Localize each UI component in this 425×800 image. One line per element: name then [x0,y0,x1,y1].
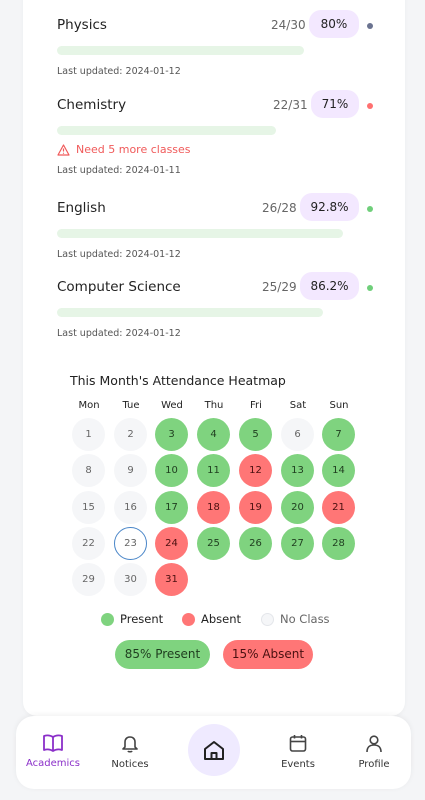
legend-present: Present [101,612,163,626]
attendance-percent-badge: 92.8% [300,193,359,221]
heatmap-day[interactable]: 16 [114,491,147,524]
status-dot [367,285,373,291]
heatmap-day[interactable]: 10 [155,454,188,487]
home-icon [204,740,224,760]
attendance-count: 25/29 [262,280,297,294]
subject-row[interactable]: Chemistry 22/31 71% Need 5 more classes Last… [57,90,373,176]
heatmap-day[interactable]: 14 [322,454,355,487]
weekday-label: Wed [161,400,183,411]
status-dot [367,23,373,29]
nav-profile-label: Profile [358,759,390,770]
attendance-count: 24/30 [271,18,306,32]
attendance-progress-bar [57,126,276,135]
nav-notices[interactable]: Notices [95,734,165,770]
heatmap-day[interactable]: 15 [72,491,105,524]
warning-triangle-icon [57,143,70,156]
attendance-percent-badge: 80% [309,10,359,38]
last-updated-text: Last updated: 2024-01-12 [57,249,181,260]
attendance-progress-bar [57,46,304,55]
attendance-count: 22/31 [273,98,308,112]
heatmap-day[interactable]: 28 [322,527,355,560]
heatmap-day[interactable]: 7 [322,418,355,451]
legend-present-dot [101,612,114,626]
heatmap-day-today[interactable]: 23 [114,527,147,560]
attendance-progress-bar [57,308,323,317]
legend-absent-label: Absent [201,612,242,626]
heatmap-day[interactable]: 2 [114,418,147,451]
legend-present-label: Present [120,612,164,626]
legend-absent: Absent [182,612,241,626]
subject-name: English [57,200,106,216]
subject-name: Chemistry [57,97,127,113]
subject-name: Physics [57,17,107,33]
heatmap-day[interactable]: 11 [197,454,230,487]
bell-icon [122,736,138,753]
nav-profile[interactable]: Profile [339,734,409,770]
weekday-label: Tue [122,400,140,411]
subject-row[interactable]: Physics 24/30 80% Last updated: 2024-01-12 [57,10,373,77]
warning-text: Need 5 more classes [76,143,191,156]
user-icon [366,735,382,753]
heatmap-day[interactable]: 31 [155,563,188,596]
heatmap-day[interactable]: 20 [281,491,314,524]
heatmap-day[interactable]: 5 [239,418,272,451]
attendance-count: 26/28 [262,201,297,215]
attendance-percent-badge: 86.2% [300,272,359,300]
attendance-percent-badge: 71% [311,90,359,118]
heatmap-day[interactable]: 3 [155,418,188,451]
heatmap-day[interactable]: 30 [114,563,147,596]
heatmap-day[interactable]: 9 [114,454,147,487]
calendar-icon [289,735,307,752]
heatmap-day[interactable]: 21 [322,491,355,524]
heatmap-day[interactable]: 1 [72,418,105,451]
heatmap-day[interactable]: 12 [239,454,272,487]
last-updated-text: Last updated: 2024-01-12 [57,328,181,339]
legend-no-class-label: No Class [280,612,330,626]
heatmap-day[interactable]: 4 [197,418,230,451]
heatmap-day[interactable]: 24 [155,527,188,560]
heatmap-day[interactable]: 17 [155,491,188,524]
nav-academics-label: Academics [25,758,81,769]
heatmap-day[interactable]: 25 [197,527,230,560]
warning-message: Need 5 more classes [57,143,191,156]
status-dot [367,206,373,212]
weekday-label: Sun [329,400,349,411]
weekday-label: Thu [204,400,224,411]
legend-no-class-dot [261,612,274,626]
heatmap-day[interactable]: 8 [72,454,105,487]
heatmap-day[interactable]: 6 [281,418,314,451]
heatmap-day[interactable]: 26 [239,527,272,560]
weekday-label: Sat [289,400,307,411]
weekday-label: Fri [250,400,262,411]
heatmap-day[interactable]: 18 [197,491,230,524]
attendance-card [23,0,405,716]
nav-events[interactable]: Events [263,734,333,770]
book-open-icon [43,734,63,752]
heatmap-day[interactable]: 13 [281,454,314,487]
subject-row[interactable]: Computer Science 25/29 86.2% Last updated: … [57,272,373,339]
last-updated-text: Last updated: 2024-01-11 [57,165,181,176]
nav-academics[interactable]: Academics [18,734,88,769]
absent-summary-badge: 15% Absent [223,640,313,669]
subject-name: Computer Science [57,279,181,295]
heatmap-day[interactable]: 22 [72,527,105,560]
heatmap-day[interactable]: 19 [239,491,272,524]
heatmap-day[interactable]: 27 [281,527,314,560]
nav-notices-label: Notices [111,759,149,770]
present-summary-badge: 85% Present [115,640,210,669]
home-button[interactable] [188,724,240,776]
nav-events-label: Events [281,759,315,770]
heatmap-title: This Month's Attendance Heatmap [70,373,286,388]
status-dot [367,103,373,109]
last-updated-text: Last updated: 2024-01-12 [57,66,181,77]
attendance-progress-bar [57,229,343,238]
legend-no-class: No Class [261,612,330,626]
heatmap-day[interactable]: 29 [72,563,105,596]
weekday-label: Mon [78,400,100,411]
legend-absent-dot [182,612,195,626]
subject-row[interactable]: English 26/28 92.8% Last updated: 2024-01-1… [57,193,373,260]
